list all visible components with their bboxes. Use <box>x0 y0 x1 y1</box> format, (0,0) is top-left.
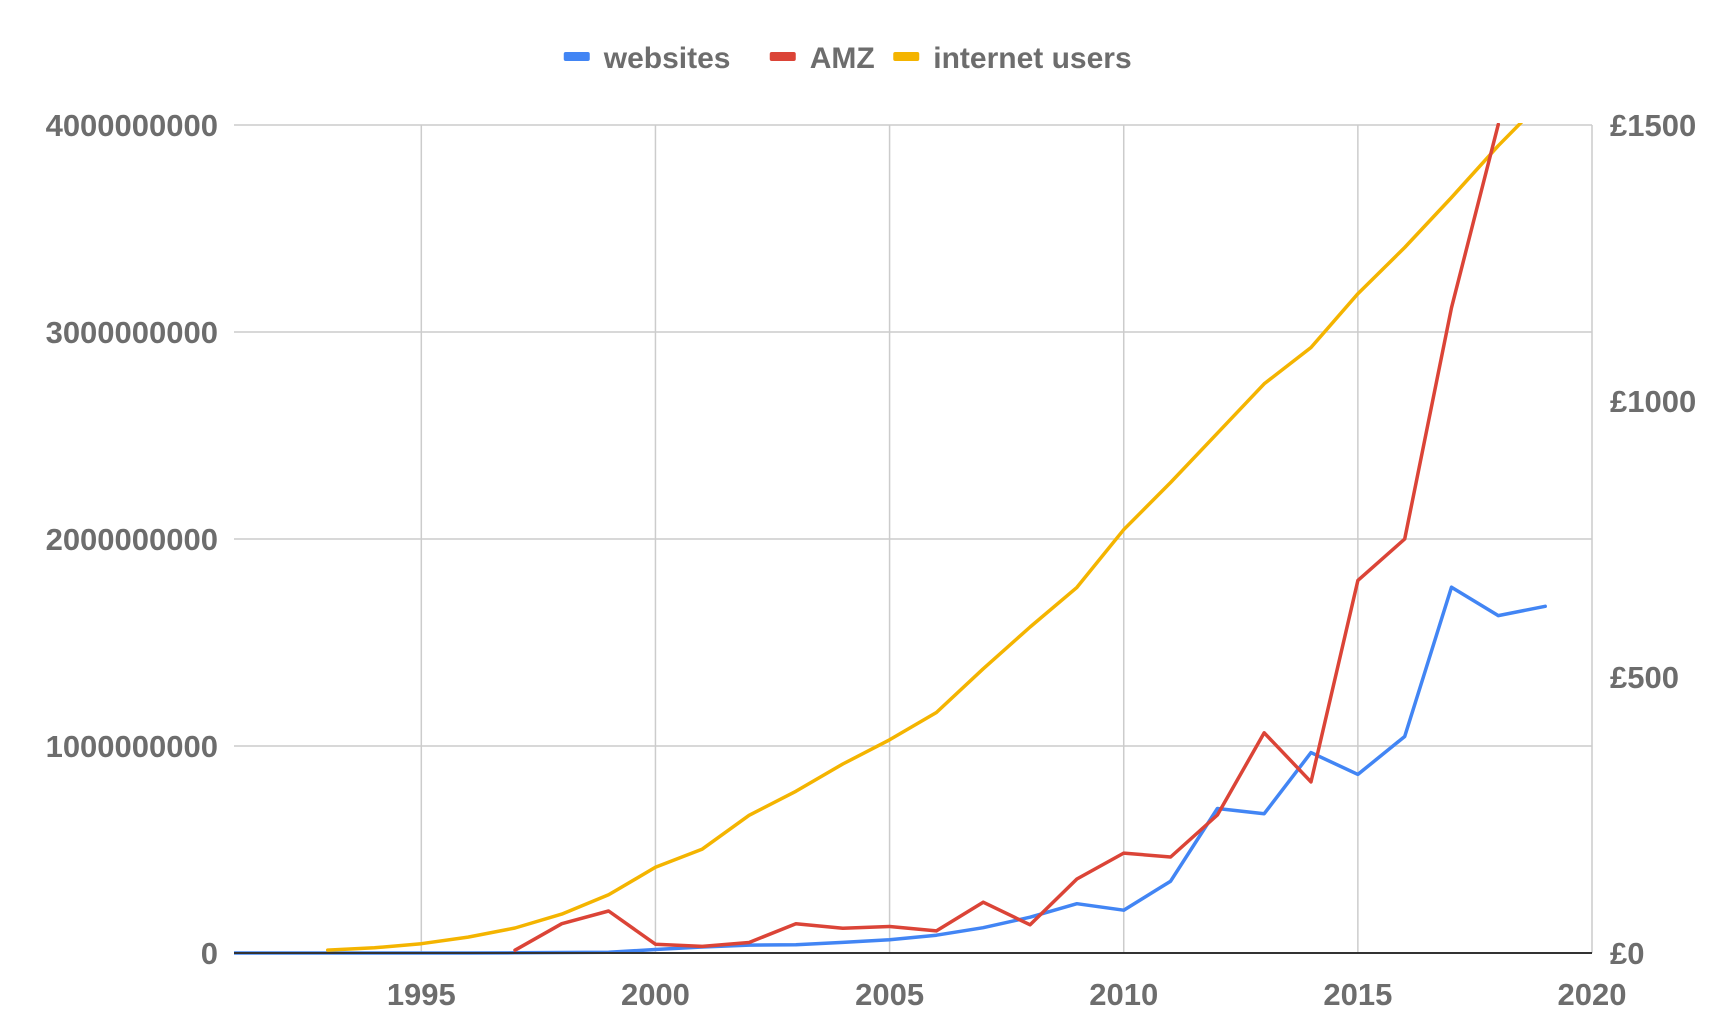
y-left-tick-label: 1000000000 <box>46 729 218 764</box>
x-tick-label: 2010 <box>1089 977 1158 1012</box>
legend-swatch <box>769 52 796 61</box>
legend-label: AMZ <box>810 42 875 75</box>
legend: websites AMZ internet users <box>563 42 1132 75</box>
y-left-tick-label: 4000000000 <box>46 108 218 143</box>
series-line-internet-users <box>325 123 1524 952</box>
legend-label: internet users <box>933 42 1131 75</box>
x-tick-label: 2000 <box>621 977 690 1012</box>
y-left-tick-label: 0 <box>201 936 218 971</box>
legend-swatch <box>563 52 590 61</box>
y-right-tick-label: £1500 <box>1610 108 1696 143</box>
legend-swatch <box>893 52 920 61</box>
axes: 0 1000000000 2000000000 3000000000 400000000… <box>46 108 1697 1012</box>
legend-label: websites <box>603 42 731 75</box>
x-tick-label: 2005 <box>855 977 924 1012</box>
y-right-tick-label: £1000 <box>1610 384 1696 419</box>
y-left-tick-label: 2000000000 <box>46 522 218 557</box>
x-tick-label: 2015 <box>1323 977 1392 1012</box>
y-left-tick-label: 3000000000 <box>46 315 218 350</box>
x-tick-label: 2020 <box>1558 977 1627 1012</box>
series-line-amz <box>513 123 1501 952</box>
y-right-tick-label: £0 <box>1610 936 1644 971</box>
y-right-tick-label: £500 <box>1610 660 1679 695</box>
x-tick-label: 1995 <box>387 977 456 1012</box>
gridlines <box>234 124 1593 953</box>
